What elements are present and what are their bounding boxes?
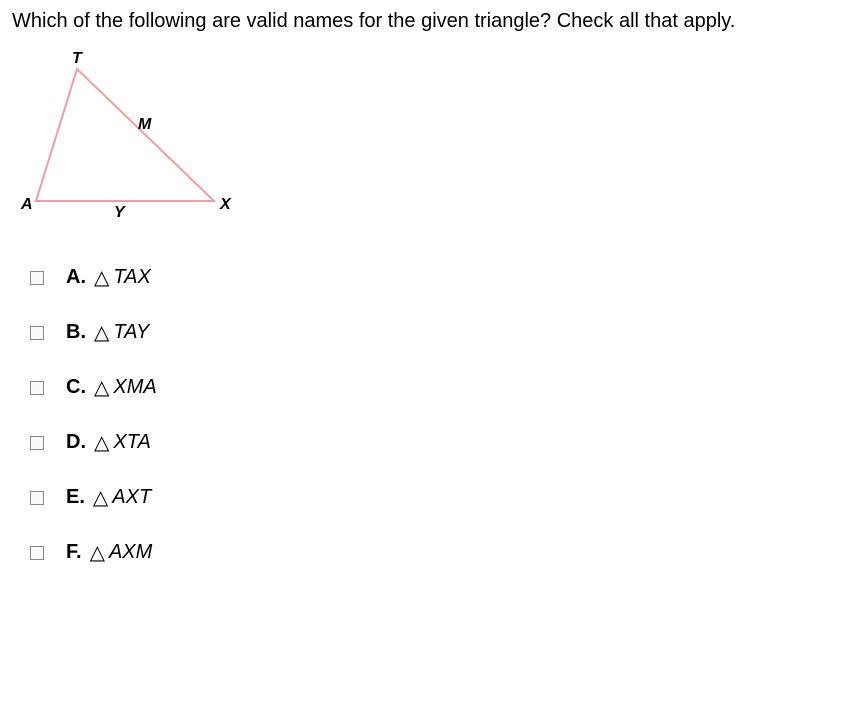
options-list: A. △TAX B. △TAY C. △XMA D. △XTA E. △AXT … (30, 265, 846, 565)
triangle-figure: T A X M Y (18, 51, 846, 237)
option-name: AXT (112, 486, 151, 509)
option-letter: F. (66, 541, 82, 564)
question-text: Which of the following are valid names f… (12, 8, 846, 35)
checkbox-a[interactable] (30, 271, 44, 285)
option-letter: A. (66, 266, 86, 289)
svg-text:X: X (219, 196, 232, 213)
option-d: D. △XTA (30, 430, 846, 455)
option-name: AXM (109, 541, 152, 564)
option-letter: E. (66, 486, 85, 509)
option-c: C. △XMA (30, 375, 846, 400)
checkbox-f[interactable] (30, 546, 44, 560)
option-e: E. △AXT (30, 485, 846, 510)
triangle-symbol: △ (94, 375, 109, 400)
svg-text:T: T (72, 51, 83, 67)
triangle-symbol: △ (90, 540, 105, 565)
option-letter: C. (66, 376, 86, 399)
triangle-symbol: △ (94, 265, 109, 290)
svg-text:M: M (138, 116, 152, 133)
checkbox-c[interactable] (30, 381, 44, 395)
option-name: XTA (113, 431, 150, 454)
option-letter: B. (66, 321, 86, 344)
option-name: TAY (113, 321, 149, 344)
option-name: XMA (113, 376, 156, 399)
checkbox-d[interactable] (30, 436, 44, 450)
option-b: B. △TAY (30, 320, 846, 345)
option-letter: D. (66, 431, 86, 454)
triangle-symbol: △ (93, 485, 108, 510)
triangle-symbol: △ (94, 430, 109, 455)
triangle-svg: T A X M Y (18, 51, 248, 231)
option-a: A. △TAX (30, 265, 846, 290)
triangle-symbol: △ (94, 320, 109, 345)
option-name: TAX (113, 266, 150, 289)
checkbox-b[interactable] (30, 326, 44, 340)
svg-text:A: A (20, 196, 33, 213)
option-f: F. △AXM (30, 540, 846, 565)
svg-text:Y: Y (114, 204, 126, 221)
checkbox-e[interactable] (30, 491, 44, 505)
